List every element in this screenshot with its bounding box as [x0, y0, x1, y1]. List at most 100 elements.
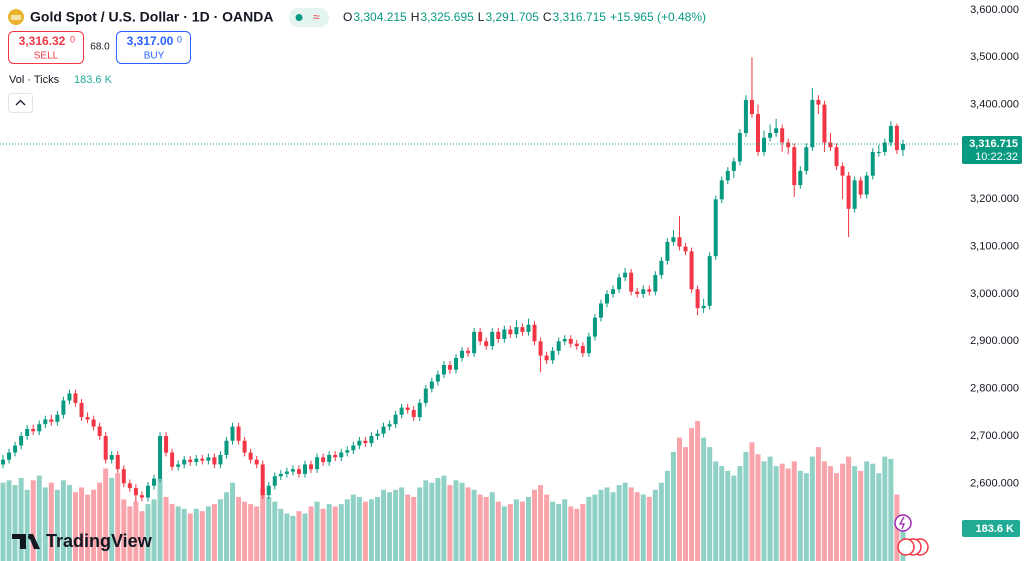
y-tick-label: 2,900.000 — [970, 335, 1019, 347]
candle-body — [31, 428, 36, 432]
volume-bar — [115, 473, 121, 561]
candle-body — [61, 400, 66, 415]
volume-bar — [338, 504, 344, 561]
candle-body — [520, 327, 525, 332]
volume-bar — [846, 456, 852, 561]
volume-bar — [888, 458, 894, 561]
y-tick-label: 2,600.000 — [970, 477, 1019, 489]
volume-bar — [864, 461, 870, 561]
candle-body — [689, 251, 694, 290]
volume-bar — [634, 492, 640, 561]
volume-bar — [501, 506, 507, 561]
volume-bar — [278, 508, 284, 561]
volume-bar — [248, 504, 254, 561]
volume-bar — [290, 515, 296, 561]
volume-bar — [713, 461, 719, 561]
volume-bar — [97, 482, 103, 561]
volume-bar — [525, 496, 531, 561]
volume-bar — [580, 504, 586, 561]
volume-bar — [749, 442, 755, 561]
status-icon: ≈ — [313, 10, 320, 24]
candle-body — [248, 452, 253, 460]
volume-bar — [743, 451, 749, 561]
sell-price: 3,316.32 — [19, 34, 66, 48]
candle-body — [888, 125, 893, 143]
volume-bar — [459, 482, 465, 561]
candle-body — [13, 445, 18, 453]
volume-bar — [550, 501, 556, 561]
volume-bar — [284, 513, 290, 561]
candle-body — [460, 350, 465, 358]
volume-bar — [181, 508, 187, 561]
volume-bar — [652, 489, 658, 561]
volume-bar — [791, 461, 797, 561]
volume-bar — [405, 494, 411, 561]
news-icon[interactable] — [897, 538, 915, 556]
buy-price-tail: 0 — [177, 34, 182, 44]
volume-bar — [91, 489, 97, 561]
candle-body — [260, 464, 265, 496]
candle-body — [309, 464, 314, 470]
candle-body — [508, 329, 513, 335]
ohlc-key: O — [343, 10, 352, 24]
volume-bar — [731, 475, 737, 561]
candle-body — [454, 357, 458, 370]
volume-bar — [834, 473, 840, 561]
volume-bar — [598, 489, 604, 561]
collapse-button[interactable] — [8, 93, 33, 113]
candle-body — [611, 289, 616, 294]
candle-body — [737, 133, 742, 162]
candle-body — [218, 454, 223, 465]
volume-bar — [272, 501, 278, 561]
candle-body — [556, 341, 561, 351]
ohlc-value: 3,304.215 — [353, 10, 407, 24]
candle-body — [7, 452, 12, 460]
axis-background — [960, 0, 1024, 561]
status-dot — [295, 14, 303, 21]
volume-bar — [471, 489, 477, 561]
candle-body — [375, 433, 380, 437]
candle-body — [242, 440, 247, 453]
candle-body — [834, 147, 839, 167]
symbol-icon-bar — [11, 15, 21, 20]
candle-body — [719, 180, 724, 200]
ohlc-key: H — [411, 10, 420, 24]
volume-bar — [296, 511, 302, 561]
candle-body — [677, 237, 682, 247]
candle-body — [629, 272, 634, 292]
volume-bar — [773, 466, 779, 561]
candle-body — [85, 417, 90, 420]
buy-button[interactable] — [116, 31, 191, 64]
volume-bar — [737, 466, 743, 561]
event-icon[interactable] — [894, 514, 912, 532]
volume-bar — [809, 456, 815, 561]
candle-body — [870, 151, 875, 176]
volume-bar — [519, 501, 525, 561]
candle-body — [447, 365, 452, 370]
ohlc-change: +15.965 (+0.48%) — [610, 10, 706, 24]
candle-body — [683, 246, 688, 252]
candle-body — [731, 161, 736, 171]
ohlc-value: 3,316.715 — [553, 10, 607, 24]
volume-bar — [821, 461, 827, 561]
candle-body — [435, 374, 440, 382]
sell-button[interactable] — [8, 31, 84, 64]
volume-bar — [876, 473, 882, 561]
candle-body — [188, 459, 193, 463]
candle-body — [544, 355, 549, 361]
volume-bar — [435, 477, 441, 561]
candle-body — [538, 341, 543, 356]
candle-body — [894, 125, 899, 151]
candle-body — [115, 454, 120, 470]
candle-body — [514, 327, 519, 335]
volume-bar — [314, 501, 320, 561]
volume-bar — [852, 466, 858, 561]
volume-bar — [66, 485, 72, 561]
candle-body — [653, 275, 658, 292]
candle-body — [103, 436, 108, 460]
candle-body — [200, 458, 205, 461]
candle-body — [212, 457, 217, 465]
candle-body — [357, 440, 362, 446]
candle-body — [592, 317, 597, 337]
status-pill[interactable] — [289, 8, 329, 27]
